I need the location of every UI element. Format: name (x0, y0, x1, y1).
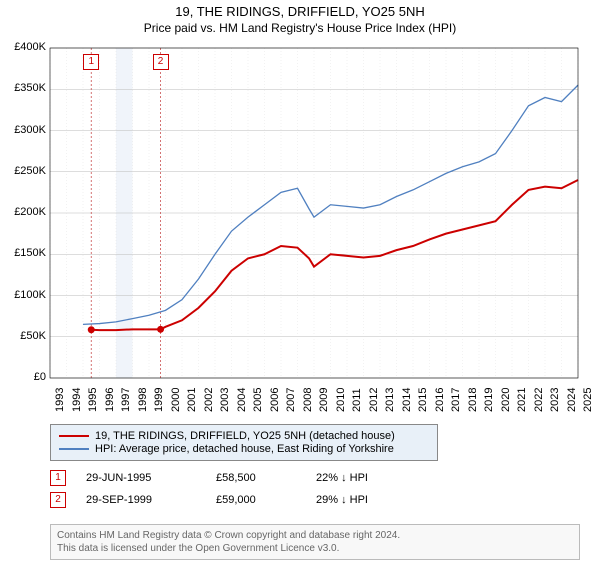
sale-date: 29-SEP-1999 (86, 494, 216, 506)
sale-marker: 2 (153, 54, 169, 70)
xtick-label: 2021 (516, 388, 528, 412)
legend: 19, THE RIDINGS, DRIFFIELD, YO25 5NH (de… (50, 424, 438, 461)
xtick-label: 1995 (87, 388, 99, 412)
ytick-label: £50K (6, 330, 46, 342)
sale-row: 1 29-JUN-1995 £58,500 22% ↓ HPI (50, 470, 368, 486)
sale-marker-icon: 2 (50, 492, 66, 508)
sale-row: 2 29-SEP-1999 £59,000 29% ↓ HPI (50, 492, 368, 508)
xtick-label: 2008 (302, 388, 314, 412)
legend-label: HPI: Average price, detached house, East… (95, 443, 394, 455)
ytick-label: £100K (6, 289, 46, 301)
legend-swatch (59, 435, 89, 437)
sale-date: 29-JUN-1995 (86, 472, 216, 484)
legend-label: 19, THE RIDINGS, DRIFFIELD, YO25 5NH (de… (95, 430, 395, 442)
xtick-label: 1994 (71, 388, 83, 412)
ytick-label: £400K (6, 41, 46, 53)
xtick-label: 2012 (368, 388, 380, 412)
xtick-label: 2004 (236, 388, 248, 412)
xtick-label: 2013 (384, 388, 396, 412)
xtick-label: 1998 (137, 388, 149, 412)
xtick-label: 2017 (450, 388, 462, 412)
xtick-label: 2002 (203, 388, 215, 412)
xtick-label: 1999 (153, 388, 165, 412)
xtick-label: 2015 (417, 388, 429, 412)
xtick-label: 2009 (318, 388, 330, 412)
legend-item: 19, THE RIDINGS, DRIFFIELD, YO25 5NH (de… (59, 430, 429, 442)
sale-price: £59,000 (216, 494, 316, 506)
legend-item: HPI: Average price, detached house, East… (59, 443, 429, 455)
xtick-label: 2010 (335, 388, 347, 412)
xtick-label: 1997 (120, 388, 132, 412)
xtick-label: 2023 (549, 388, 561, 412)
xtick-label: 2000 (170, 388, 182, 412)
ytick-label: £150K (6, 247, 46, 259)
sale-price: £58,500 (216, 472, 316, 484)
xtick-label: 2007 (285, 388, 297, 412)
sale-delta: 29% ↓ HPI (316, 494, 368, 506)
xtick-label: 2006 (269, 388, 281, 412)
xtick-label: 2014 (401, 388, 413, 412)
xtick-label: 2001 (186, 388, 198, 412)
xtick-label: 1996 (104, 388, 116, 412)
sale-marker-icon: 1 (50, 470, 66, 486)
xtick-label: 2003 (219, 388, 231, 412)
xtick-label: 2018 (467, 388, 479, 412)
xtick-label: 1993 (54, 388, 66, 412)
footer-line1: Contains HM Land Registry data © Crown c… (57, 529, 573, 542)
ytick-label: £0 (6, 371, 46, 383)
sale-marker: 1 (83, 54, 99, 70)
ytick-label: £200K (6, 206, 46, 218)
sale-delta: 22% ↓ HPI (316, 472, 368, 484)
footer: Contains HM Land Registry data © Crown c… (50, 524, 580, 560)
footer-line2: This data is licensed under the Open Gov… (57, 542, 573, 555)
xtick-label: 2011 (351, 388, 363, 412)
legend-swatch (59, 448, 89, 450)
xtick-label: 2025 (582, 388, 594, 412)
xtick-label: 2020 (500, 388, 512, 412)
xtick-label: 2016 (434, 388, 446, 412)
ytick-label: £350K (6, 82, 46, 94)
xtick-label: 2024 (566, 388, 578, 412)
xtick-label: 2005 (252, 388, 264, 412)
ytick-label: £250K (6, 165, 46, 177)
xtick-label: 2022 (533, 388, 545, 412)
ytick-label: £300K (6, 124, 46, 136)
xtick-label: 2019 (483, 388, 495, 412)
